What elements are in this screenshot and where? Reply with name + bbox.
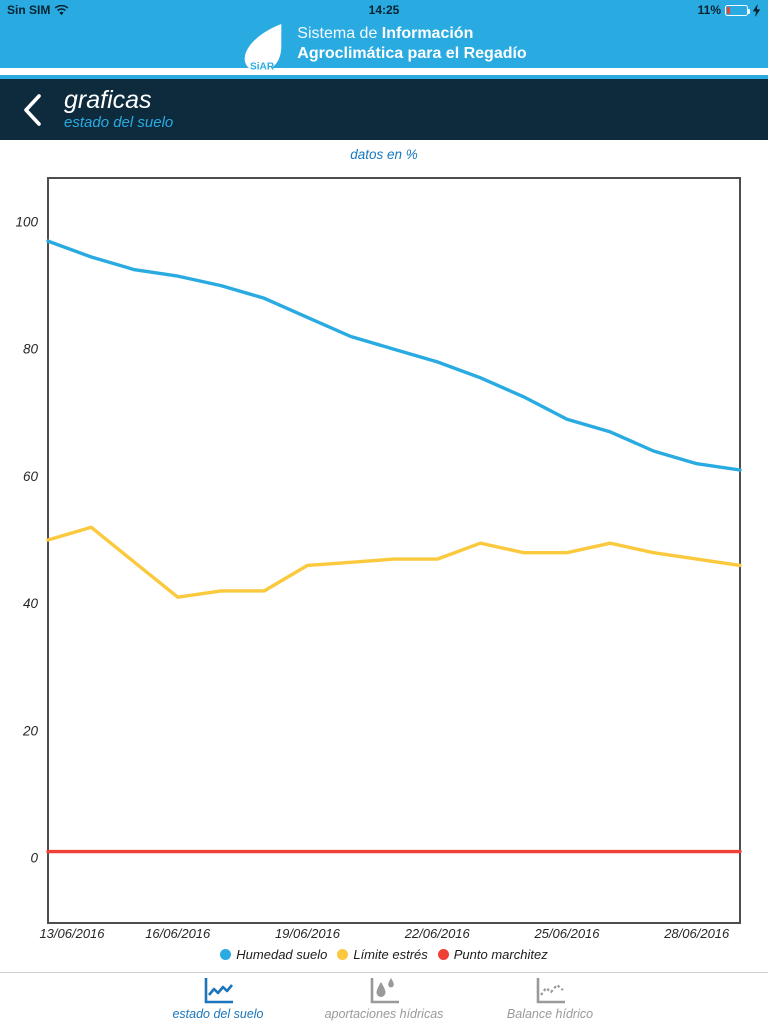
battery-icon — [725, 4, 750, 16]
y-tick-label: 100 — [15, 215, 38, 230]
y-tick-label: 60 — [23, 469, 39, 484]
tab-label: estado del suelo — [172, 1007, 264, 1021]
app-header: SiAR Sistema de Información Agroclimátic… — [0, 20, 768, 73]
tab-label: aportaciones hídricas — [324, 1007, 444, 1021]
tab-bar: estado del suelo aportaciones hídricas B… — [0, 972, 768, 1024]
x-tick-label: 19/06/2016 — [275, 926, 341, 941]
app-title: Sistema de Información Agroclimática par… — [297, 24, 526, 64]
legend-dot-icon — [437, 949, 449, 960]
app-title-line1-bold: Información — [381, 25, 474, 42]
legend-dot-icon — [220, 949, 232, 960]
legend-item: Humedad suelo — [220, 947, 327, 962]
y-tick-label: 40 — [23, 596, 39, 611]
nav-bar: graficas estado del suelo — [0, 79, 768, 140]
series-line-límite-estrés — [46, 525, 742, 599]
soil-chart-icon — [204, 978, 233, 1004]
back-button[interactable] — [14, 90, 50, 130]
water-drops-icon — [370, 978, 399, 1004]
page-title: graficas — [64, 86, 152, 114]
legend-dot-icon — [337, 949, 349, 960]
y-tick-label: 0 — [30, 851, 38, 866]
app-title-line1-light: Sistema de — [297, 25, 382, 42]
wifi-icon — [55, 4, 69, 15]
x-tick-label: 22/06/2016 — [404, 926, 471, 941]
chart-area: 0 20 40 60 80 100 13/06/2016 16/06/2016 19/06/20… — [0, 167, 768, 972]
legend-item: Límite estrés — [337, 947, 428, 962]
tab-aportaciones-hidricas[interactable]: aportaciones hídricas — [319, 976, 449, 1021]
back-chevron-icon — [24, 93, 41, 126]
legend-item: Punto marchitez — [437, 947, 548, 962]
siar-logo-text: SiAR — [250, 62, 275, 73]
siar-logo: SiAR — [245, 23, 282, 73]
battery-percent-label: 11% — [697, 3, 721, 17]
chart-title: datos en % — [350, 147, 418, 162]
status-bar: Sin SIM 14:25 11% — [0, 0, 768, 20]
series-line-humedad-suelo — [46, 239, 742, 472]
cyan-strip — [0, 75, 768, 79]
top-header-block: Sin SIM 14:25 11% SiAR Sistema de Inform… — [0, 0, 768, 73]
soil-status-chart: 0 20 40 60 80 100 13/06/2016 16/06/2016 19/06/20… — [15, 177, 742, 941]
tab-estado-del-suelo[interactable]: estado del suelo — [153, 976, 283, 1021]
x-tick-label: 13/06/2016 — [39, 926, 105, 941]
legend-label: Punto marchitez — [453, 947, 548, 962]
x-tick-label: 16/06/2016 — [145, 926, 211, 941]
app-title-line2: Agroclimática para el Regadío — [297, 45, 527, 62]
clock: 14:25 — [368, 3, 400, 17]
x-tick-label: 28/06/2016 — [663, 926, 730, 941]
y-tick-label: 20 — [22, 723, 39, 738]
tab-label: Balance hídrico — [506, 1007, 594, 1021]
tab-balance-hidrico[interactable]: Balance hídrico — [485, 976, 615, 1021]
carrier-label: Sin SIM — [7, 3, 51, 17]
header-divider — [0, 68, 768, 75]
charging-bolt-icon — [752, 3, 761, 17]
legend-label: Límite estrés — [353, 947, 428, 962]
y-tick-label: 80 — [23, 342, 39, 357]
page-subtitle: estado del suelo — [64, 114, 174, 131]
legend-label: Humedad suelo — [236, 947, 328, 962]
x-tick-label: 25/06/2016 — [533, 926, 600, 941]
balance-chart-icon — [536, 978, 565, 1004]
chart-legend: Humedad suelo Límite estrés Punto marchite… — [0, 947, 768, 962]
plot-border — [47, 177, 741, 924]
